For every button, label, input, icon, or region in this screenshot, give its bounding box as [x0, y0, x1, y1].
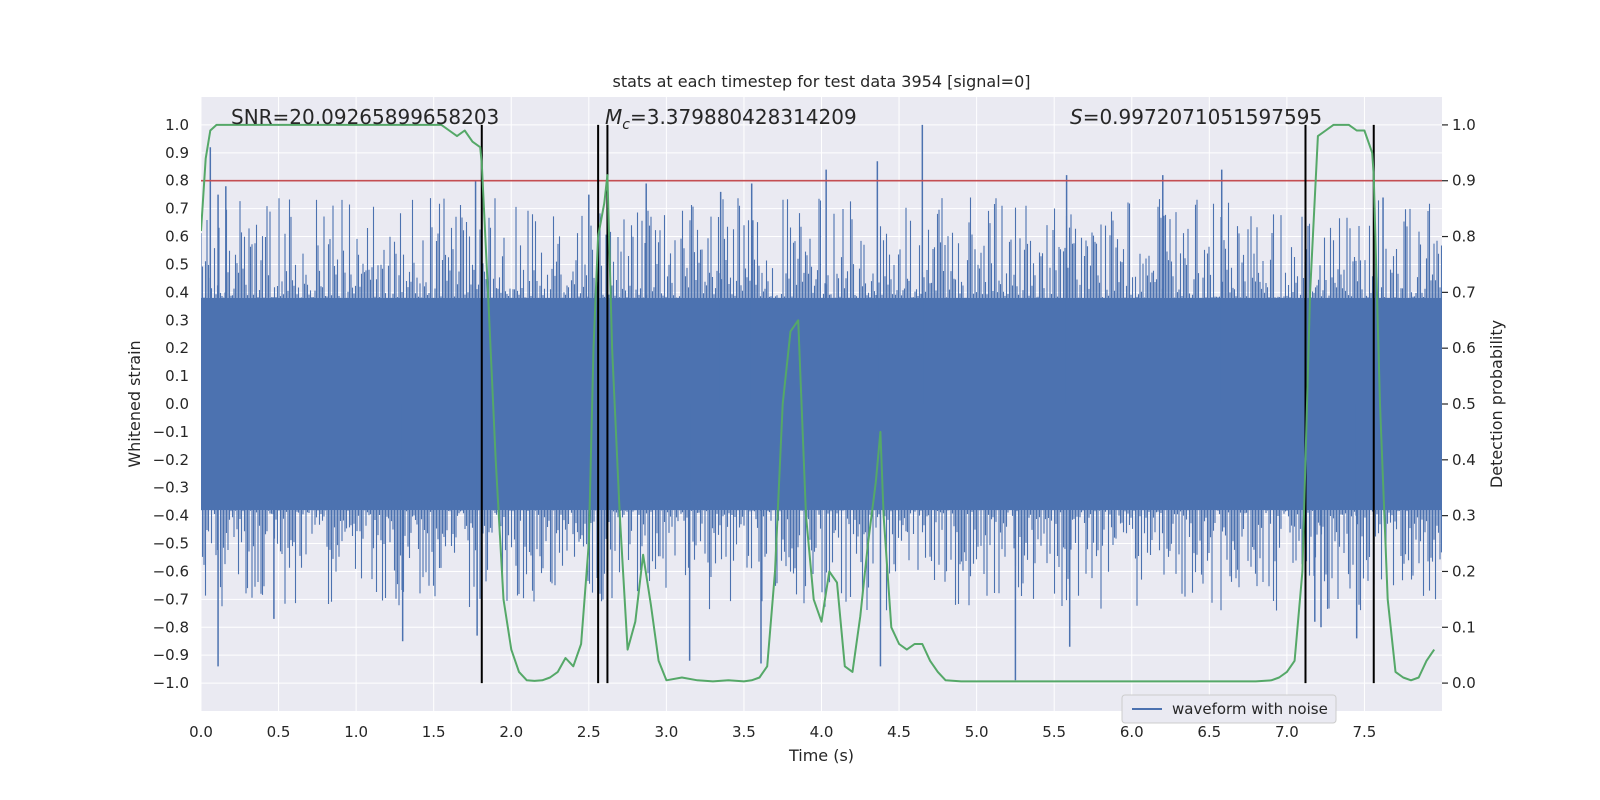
- y-tick-label-left: −0.3: [153, 479, 189, 497]
- x-tick-label: 0.5: [267, 723, 291, 741]
- x-tick-label: 2.5: [577, 723, 601, 741]
- x-tick-label: 0.0: [189, 723, 213, 741]
- y-tick-label-right: 0.1: [1452, 618, 1476, 636]
- y-tick-label-left: −0.9: [153, 646, 189, 664]
- y-axis-left-label: Whitened strain: [125, 340, 144, 467]
- y-tick-label-left: −0.5: [153, 535, 189, 553]
- y-tick-label-left: −0.4: [153, 507, 189, 525]
- y-tick-label-left: 0.6: [165, 228, 189, 246]
- annotation-chirp-mass-symbol: M: [605, 105, 622, 129]
- x-tick-label: 7.5: [1353, 723, 1377, 741]
- annotation-score-value: =0.9972071051597595: [1083, 105, 1322, 129]
- x-tick-label: 1.5: [422, 723, 446, 741]
- x-tick-label: 3.0: [654, 723, 678, 741]
- legend: waveform with noise: [1121, 694, 1337, 724]
- probability-line: [201, 123, 1436, 683]
- x-tick-label: 1.0: [344, 723, 368, 741]
- x-tick-label: 4.5: [887, 723, 911, 741]
- y-tick-label-left: 0.3: [165, 311, 189, 329]
- waveform-series: [201, 124, 1442, 681]
- y-tick-label-left: 0.7: [165, 200, 189, 218]
- y-tick-label-left: 0.2: [165, 339, 189, 357]
- y-tick-label-left: −0.7: [153, 590, 189, 608]
- y-tick-label-left: −0.8: [153, 618, 189, 636]
- x-tick-label: 2.0: [499, 723, 523, 741]
- y-tick-label-left: −1.0: [153, 674, 189, 692]
- y-tick-label-right: 0.2: [1452, 562, 1476, 580]
- plot-content: [201, 123, 1442, 684]
- y-tick-label-left: 0.5: [165, 255, 189, 273]
- y-tick-label-left: 0.9: [165, 144, 189, 162]
- y-tick-label-left: 0.1: [165, 367, 189, 385]
- annotation-score: S=0.9972071051597595: [1070, 105, 1322, 129]
- legend-box: [1121, 694, 1337, 724]
- y-tick-label-left: −0.1: [153, 423, 189, 441]
- annotation-chirp-mass-subscript: c: [622, 117, 630, 133]
- annotation-snr: SNR=20.09265899658203: [231, 105, 499, 129]
- y-tick-label-left: 1.0: [165, 116, 189, 134]
- y-tick-label-right: 0.5: [1452, 395, 1476, 413]
- x-tick-label: 7.0: [1275, 723, 1299, 741]
- x-tick-label: 5.0: [965, 723, 989, 741]
- y-tick-label-left: 0.4: [165, 283, 189, 301]
- legend-label: waveform with noise: [1172, 700, 1328, 718]
- x-tick-label: 3.5: [732, 723, 756, 741]
- x-tick-label: 4.0: [810, 723, 834, 741]
- annotation-score-symbol: S: [1070, 105, 1083, 129]
- x-tick-label: 5.5: [1042, 723, 1066, 741]
- annotation-chirp-mass-value: =3.379880428314209: [630, 105, 857, 129]
- y-tick-label-right: 0.9: [1452, 172, 1476, 190]
- y-tick-label-right: 0.3: [1452, 507, 1476, 525]
- y-axis-right-ticks: 1.0 0.9 0.8 0.7 0.6 0.5 0.4 0.3 0.2 0.1 0.0: [1442, 116, 1476, 692]
- x-tick-label: 6.5: [1197, 723, 1221, 741]
- y-tick-label-left: −0.6: [153, 562, 189, 580]
- y-tick-label-left: 0.0: [165, 395, 189, 413]
- x-axis-ticks: 0.0 0.5 1.0 1.5 2.0 2.5 3.0 3.5 4.0 4.5 5.0 5.5 6.0 6…: [189, 723, 1376, 741]
- y-tick-label-right: 0.6: [1452, 339, 1476, 357]
- x-tick-label: 6.0: [1120, 723, 1144, 741]
- annotation-chirp-mass: Mc=3.379880428314209: [605, 105, 857, 133]
- y-tick-label-right: 0.8: [1452, 228, 1476, 246]
- overlays: [201, 123, 1442, 684]
- y-tick-label-right: 1.0: [1452, 116, 1476, 134]
- y-tick-label-right: 0.7: [1452, 283, 1476, 301]
- y-tick-label-left: 0.8: [165, 172, 189, 190]
- y-axis-right-label: Detection probability: [1487, 320, 1506, 488]
- x-axis-label: Time (s): [788, 746, 854, 765]
- chart-title: stats at each timestep for test data 395…: [612, 72, 1030, 91]
- y-tick-label-right: 0.4: [1452, 451, 1476, 469]
- y-tick-label-right: 0.0: [1452, 674, 1476, 692]
- y-tick-label-left: −0.2: [153, 451, 189, 469]
- y-axis-left-ticks: 1.0 0.9 0.8 0.7 0.6 0.5 0.4 0.3 0.2 0.1 0.0 −0.1 −0.…: [153, 116, 189, 692]
